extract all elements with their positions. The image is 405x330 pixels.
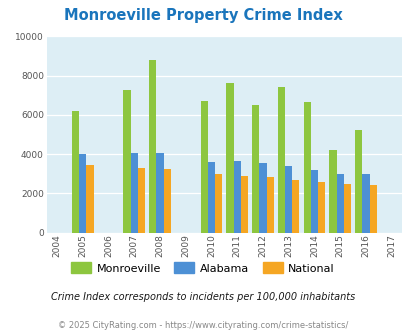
Bar <box>72 111 79 233</box>
Bar <box>266 177 273 233</box>
Bar <box>215 174 222 233</box>
Bar <box>226 83 233 233</box>
Bar <box>149 60 156 233</box>
Text: Monroeville Property Crime Index: Monroeville Property Crime Index <box>64 8 341 23</box>
Bar <box>86 165 93 233</box>
Bar <box>163 169 171 233</box>
Bar <box>252 105 259 233</box>
Bar <box>369 184 376 233</box>
Bar <box>292 180 299 233</box>
Bar <box>79 154 86 233</box>
Text: © 2025 CityRating.com - https://www.cityrating.com/crime-statistics/: © 2025 CityRating.com - https://www.city… <box>58 321 347 330</box>
Bar <box>336 174 343 233</box>
Bar <box>317 182 324 233</box>
Bar <box>303 102 310 233</box>
Bar <box>361 174 369 233</box>
Bar <box>328 150 336 233</box>
Bar <box>123 90 130 233</box>
Bar <box>284 166 292 233</box>
Bar <box>259 163 266 233</box>
Bar <box>137 168 145 233</box>
Bar <box>233 161 240 233</box>
Bar <box>240 176 247 233</box>
Bar <box>156 152 163 233</box>
Bar <box>310 170 317 233</box>
Bar <box>130 153 137 233</box>
Legend: Monroeville, Alabama, National: Monroeville, Alabama, National <box>66 258 339 278</box>
Bar <box>207 162 215 233</box>
Bar <box>200 101 207 233</box>
Text: Crime Index corresponds to incidents per 100,000 inhabitants: Crime Index corresponds to incidents per… <box>51 292 354 302</box>
Bar <box>354 130 361 233</box>
Bar <box>343 183 350 233</box>
Bar <box>277 87 284 233</box>
